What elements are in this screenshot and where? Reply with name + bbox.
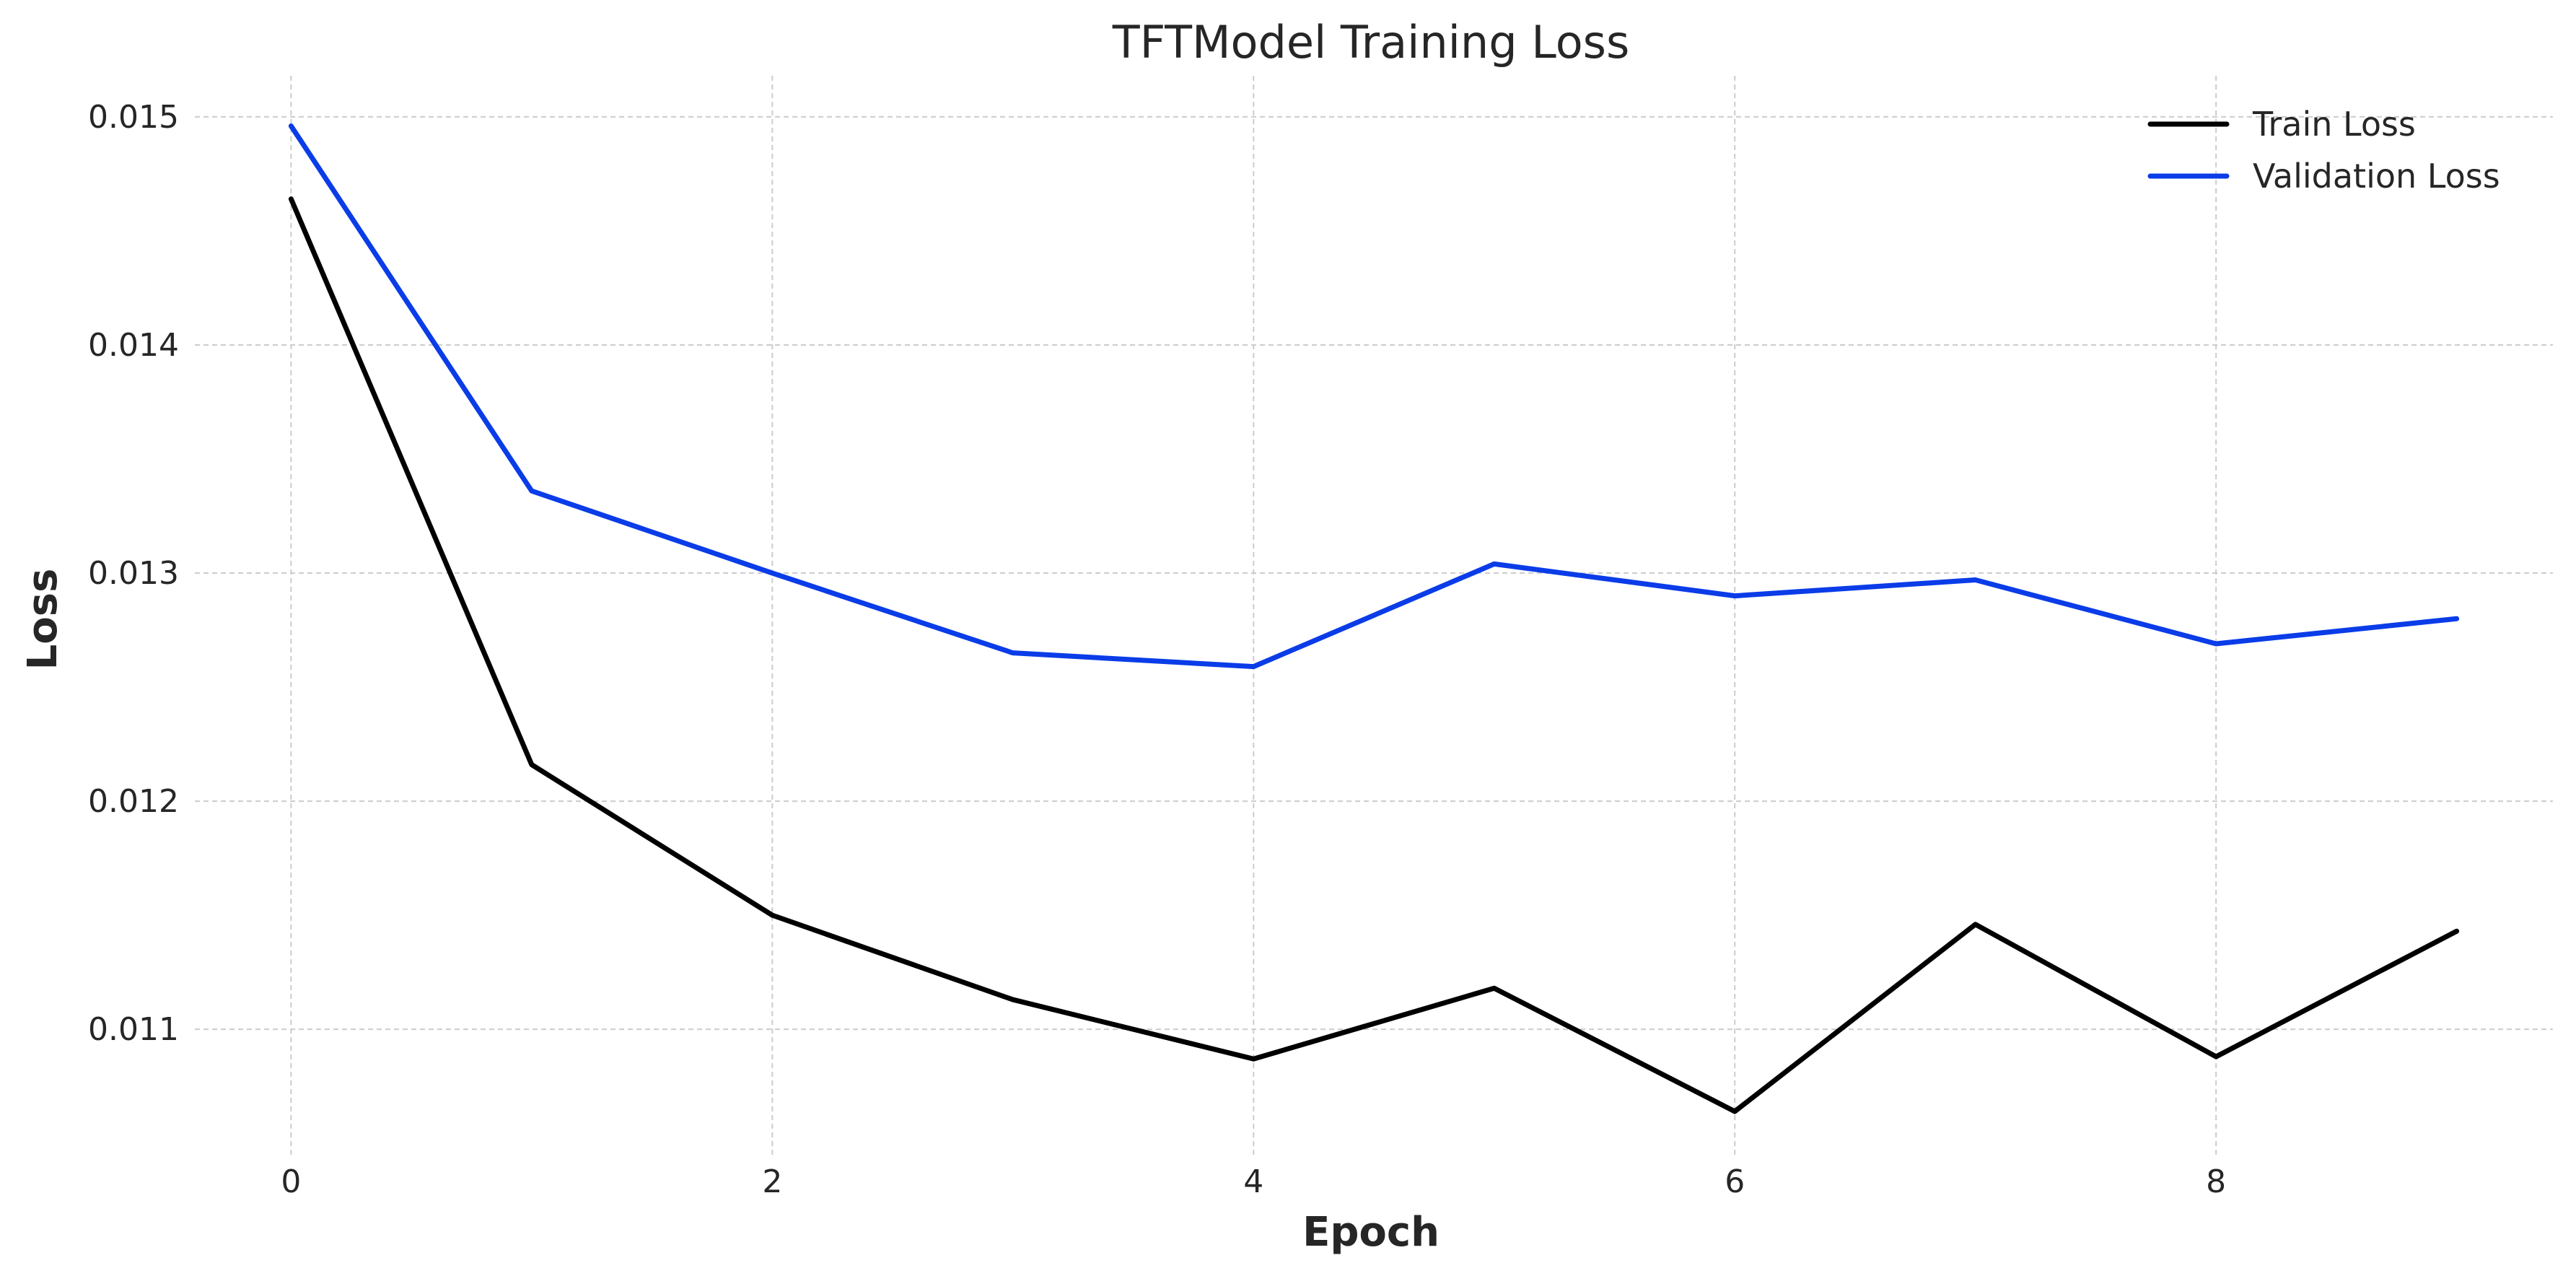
y-tick-label: 0.012: [88, 783, 179, 820]
y-tick-label: 0.011: [88, 1011, 179, 1048]
x-axis-label: Epoch: [1302, 1209, 1440, 1256]
x-tick-label: 4: [1243, 1163, 1263, 1200]
x-tick-label: 6: [1725, 1163, 1745, 1200]
legend-label-validation-loss: Validation Loss: [2253, 157, 2500, 196]
x-tick-label: 2: [762, 1163, 782, 1200]
plot-series: [288, 123, 2460, 1114]
axis-ticks: 0 2 4 6 8 0.011 0.012 0.013 0.014 0.015: [88, 99, 2226, 1200]
y-tick-label: 0.013: [88, 555, 179, 592]
chart-title: TFTModel Training Loss: [1112, 16, 1630, 69]
x-tick-label: 8: [2206, 1163, 2226, 1200]
x-tick-label: 0: [281, 1163, 301, 1200]
series-line-train-loss: [288, 196, 2460, 1114]
series-line-validation-loss: [288, 123, 2460, 670]
y-tick-label: 0.015: [88, 99, 179, 136]
legend: Train Loss Validation Loss: [2147, 105, 2500, 196]
y-axis-label: Loss: [19, 569, 66, 670]
y-tick-label: 0.014: [88, 327, 179, 364]
legend-label-train-loss: Train Loss: [2252, 105, 2416, 144]
